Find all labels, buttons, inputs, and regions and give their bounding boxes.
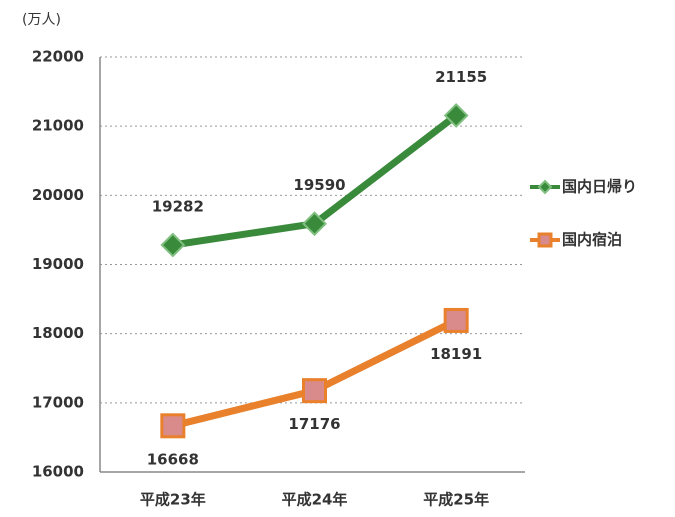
y-tick-label: 20000 [32, 186, 84, 204]
data-label: 17176 [288, 415, 340, 433]
y-tick-label: 16000 [32, 463, 84, 481]
y-axis-label: (万人) [22, 12, 61, 28]
data-label: 21155 [435, 68, 487, 86]
point [302, 211, 327, 237]
legend-marker [537, 232, 553, 248]
y-tick-label: 18000 [32, 324, 84, 342]
data-label: 16668 [147, 450, 199, 468]
y-tick-label: 22000 [32, 48, 84, 66]
point [160, 232, 186, 258]
y-tick-label: 21000 [32, 117, 84, 135]
x-tick-label: 平成25年 [423, 491, 489, 509]
legend-label: 国内日帰り [562, 178, 637, 196]
legend-marker [537, 179, 553, 195]
x-tick-label: 平成23年 [140, 491, 206, 509]
y-tick-label: 17000 [32, 393, 84, 411]
y-tick-label: 19000 [32, 255, 84, 273]
point [160, 413, 186, 439]
point [302, 378, 327, 404]
point [443, 103, 469, 128]
data-label: 18191 [430, 345, 482, 363]
point [443, 307, 469, 333]
legend-label: 国内宿泊 [562, 231, 622, 249]
series-line [171, 317, 458, 430]
data-label: 19590 [293, 176, 345, 194]
data-label: 19282 [152, 197, 204, 215]
x-tick-label: 平成24年 [282, 491, 348, 509]
